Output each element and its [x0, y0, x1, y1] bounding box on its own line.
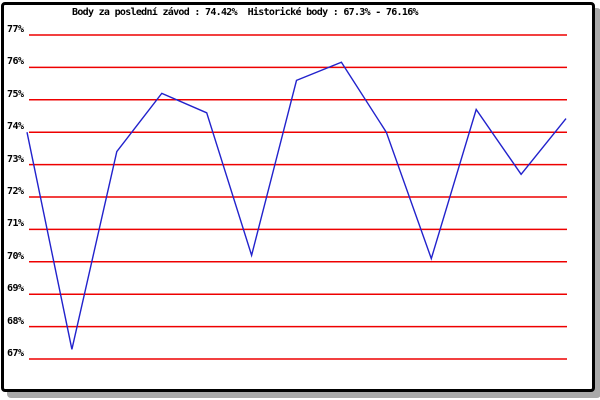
y-axis-tick-label: 68%: [7, 315, 24, 327]
y-axis-tick-label: 76%: [7, 56, 24, 68]
y-axis-tick-label: 69%: [7, 283, 24, 295]
data-line: [26, 61, 567, 350]
y-axis-tick-label: 74%: [7, 121, 24, 133]
y-axis-tick-label: 73%: [7, 153, 24, 165]
y-axis-tick-label: 67%: [7, 348, 24, 359]
y-axis-tick-label: 70%: [7, 250, 24, 262]
y-axis-tick-label: 77%: [7, 24, 24, 35]
y-axis-tick-label: 75%: [7, 88, 24, 100]
y-axis-tick-label: 71%: [7, 218, 24, 230]
chart-title: Body za poslední závod : 74.42% Historic…: [72, 7, 419, 18]
y-axis-tick-label: 72%: [7, 186, 24, 197]
